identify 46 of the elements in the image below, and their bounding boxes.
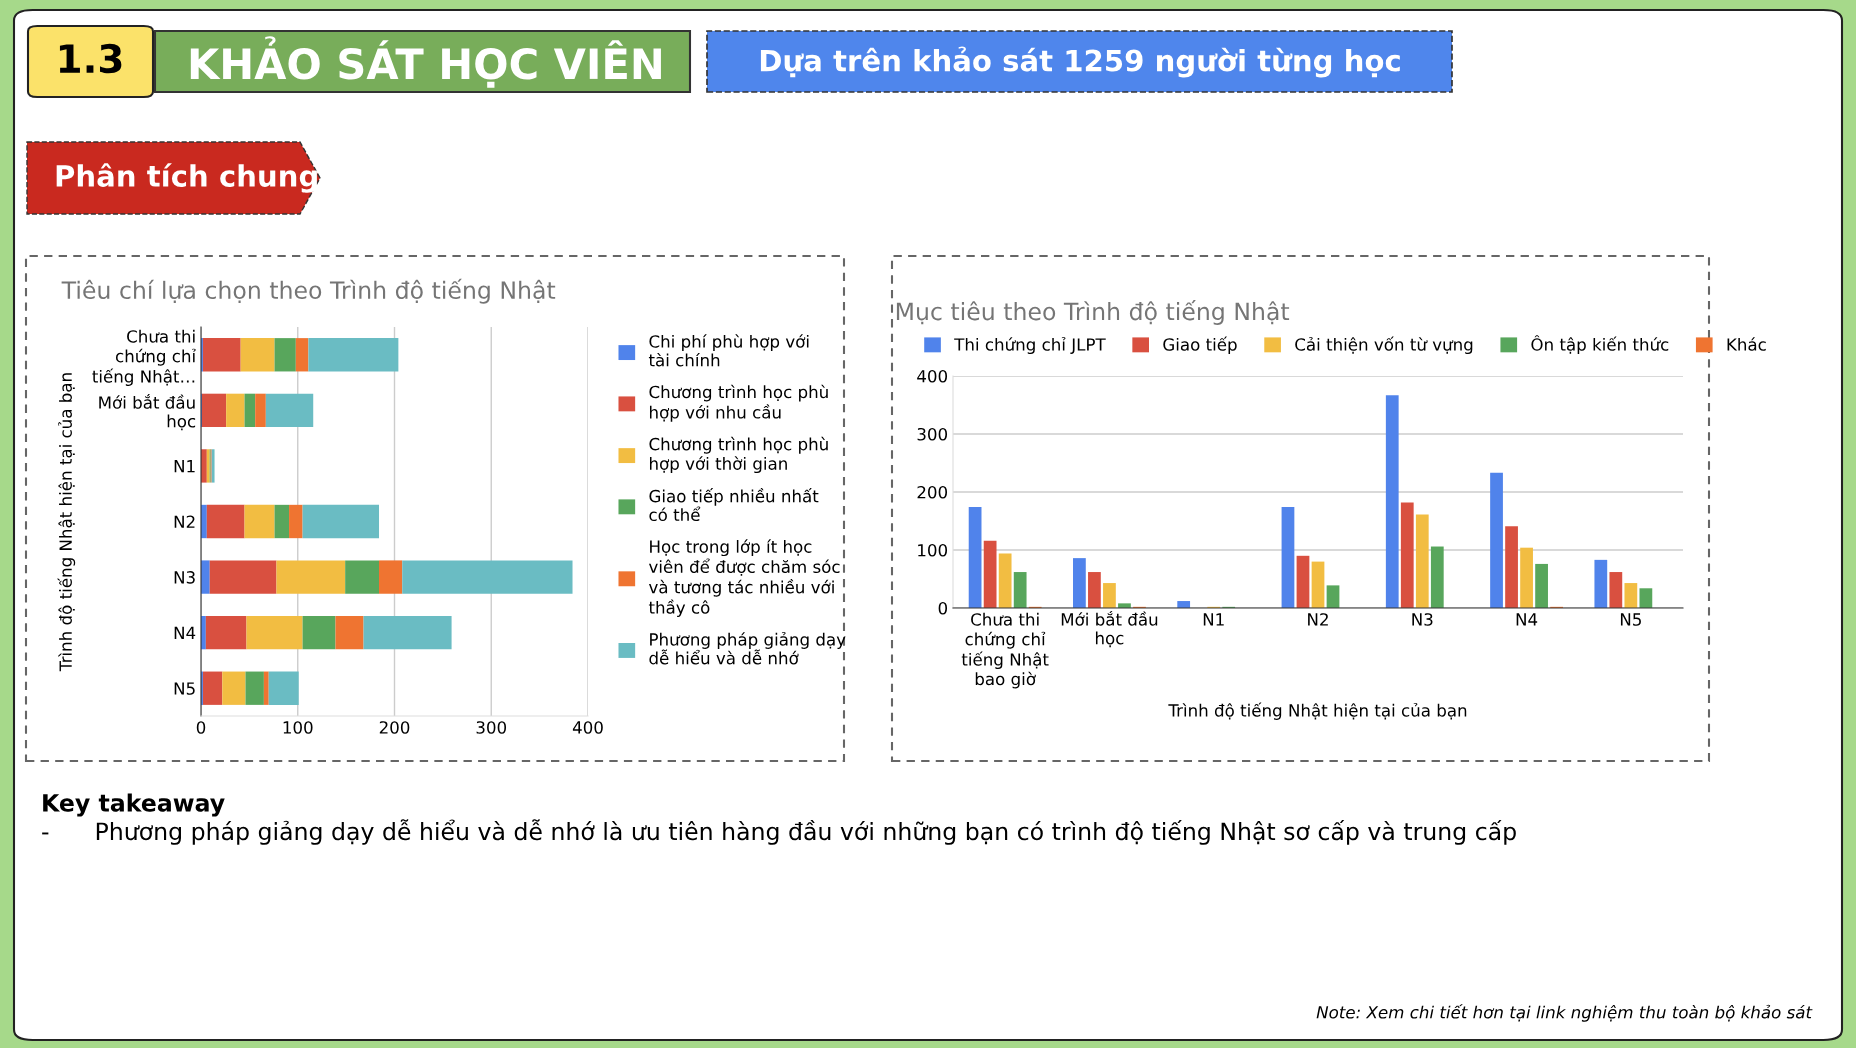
- y-tick-label: 400: [917, 369, 948, 383]
- text: Note: Xem chi tiết hơn tại link nghiệm thu toàn bộ khảo sát: [1316, 1004, 1813, 1022]
- x-tick-label: 300: [476, 721, 507, 734]
- x-tick-label: 200: [379, 721, 410, 734]
- x-tick-label: N1: [1203, 613, 1224, 626]
- chart-title: Tiêu chí lựa chọn theo Trình độ tiếng Nhật: [61, 278, 556, 304]
- x-tick-label: 100: [283, 721, 313, 734]
- chart-title: Mục tiêu theo Trình độ tiếng Nhật: [896, 300, 1290, 325]
- legend-label: Chương trình học phù hợp với thời gian: [649, 436, 828, 474]
- x-tick-label: Chưa thi chứng chỉ tiếng Nhật bao giờ: [961, 612, 1049, 689]
- x-tick-label: N5: [1620, 613, 1641, 626]
- y-tick-label: N3: [174, 571, 195, 584]
- y-tick-label: N2: [174, 515, 195, 528]
- text: Dựa trên khảo sát 1259 người từng học: [760, 46, 1400, 78]
- y-tick-label: 100: [918, 543, 948, 557]
- x-axis-title: Trình độ tiếng Nhật hiện tại của bạn: [1168, 702, 1467, 720]
- y-tick-label: 0: [938, 601, 948, 615]
- text: 1.3: [59, 43, 122, 74]
- legend-label: Ôn tập kiến thức: [1531, 335, 1669, 355]
- legend-label: Giao tiếp: [1163, 336, 1237, 355]
- x-tick-label: 0: [196, 721, 206, 734]
- x-tick-label: Mới bắt đầu học: [1061, 610, 1158, 648]
- legend-label: Thi chứng chỉ JLPT: [954, 337, 1106, 355]
- text: KHẢO SÁT HỌC VIÊN: [190, 36, 661, 88]
- text: - Phương pháp giảng dạy dễ hiểu và dễ nhớ là ưu tiên hàng đầu với những bạn có trình độ tiếng Nhật sơ cấp và trung cấp: [42, 819, 1516, 845]
- legend-label: Khác: [1727, 337, 1766, 351]
- y-axis-title: Trình độ tiếng Nhật hiện tại của bạn: [57, 373, 76, 672]
- legend-label: Chi phí phù hợp với tài chính: [648, 334, 809, 367]
- y-tick-label: N1: [174, 460, 195, 473]
- text: Phân tích chung: [56, 163, 317, 193]
- legend-label: Chương trình học phù hợp với nhu cầu: [649, 384, 828, 422]
- text: Key takeaway: [43, 793, 225, 817]
- x-tick-label: N2: [1308, 613, 1328, 626]
- legend-label: Cải thiện vốn từ vựng: [1295, 336, 1473, 355]
- x-tick-label: N4: [1516, 613, 1538, 626]
- y-tick-label: 300: [917, 427, 948, 441]
- x-tick-label: N3: [1412, 613, 1433, 626]
- legend-label: Giao tiếp nhiều nhất có thể: [649, 488, 819, 522]
- y-tick-label: 200: [917, 485, 948, 499]
- y-tick-label: N4: [174, 626, 196, 639]
- legend-label: Học trong lớp ít học viên để được chăm sóc và tương tác nhiều với thầy cô: [648, 539, 840, 618]
- y-tick-label: Mới bắt đầu học: [99, 394, 196, 431]
- legend-label: Phương pháp giảng dạy dễ hiểu và dễ nhớ: [649, 632, 846, 665]
- y-tick-label: Chưa thi chứng chỉ tiếng Nhật…: [92, 329, 196, 387]
- y-tick-label: N5: [174, 682, 195, 695]
- x-tick-label: 400: [572, 721, 603, 734]
